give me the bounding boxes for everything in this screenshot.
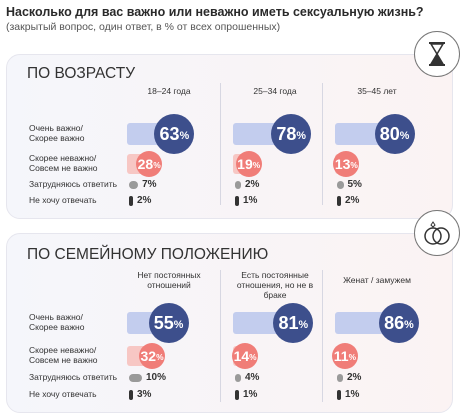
row-label-hard-to-say: Затрудняюсь ответить (29, 372, 118, 382)
value-important-percent-sign: % (399, 129, 410, 142)
column-header: 35–45 лет (357, 86, 397, 96)
value-not-important: 11% (331, 343, 358, 369)
value-hard-to-say: 4% (245, 372, 260, 383)
column-separator (322, 83, 323, 205)
bar-hard-to-say (235, 181, 241, 189)
value-not-important-value: 13 (334, 156, 351, 172)
value-not-important-value: 32 (140, 348, 157, 364)
row-label-no-answer: Не хочу отвечать (29, 195, 97, 205)
row-label-no-answer: Не хочу отвечать (29, 389, 97, 399)
value-not-important-percent-sign: % (350, 160, 358, 171)
row-label-not-important-2: Совсем не важно (29, 355, 98, 365)
row-label-not-important: Скорее неважно/ (29, 345, 97, 355)
bar-no-answer (337, 390, 341, 400)
value-not-important: 19% (235, 151, 262, 177)
value-important-percent-sign: % (298, 318, 309, 331)
row-label-important: Очень важно/ (29, 312, 83, 322)
value-no-answer: 1% (243, 389, 258, 400)
value-not-important: 28% (136, 151, 163, 177)
value-important: 81% (273, 303, 314, 343)
chart-subtitle: (закрытый вопрос, один ответ, в % от все… (6, 21, 281, 33)
value-not-important-value: 28 (137, 156, 154, 172)
column-header: 18–24 года (147, 86, 191, 96)
column-header: Нет постоянных (137, 270, 201, 280)
value-hard-to-say: 10% (146, 372, 167, 383)
panel-title-family: ПО СЕМЕЙНОМУ ПОЛОЖЕНИЮ (27, 246, 269, 263)
value-hard-to-say: 5% (347, 179, 362, 190)
value-important: 80% (374, 114, 415, 154)
value-important: 78% (271, 114, 312, 154)
bar-no-answer (129, 390, 133, 400)
value-not-important-value: 14 (233, 348, 250, 364)
value-important-percent-sign: % (296, 129, 306, 142)
row-label-not-important: Скорее неважно/ (29, 153, 97, 163)
value-no-answer: 3% (137, 389, 152, 400)
value-not-important-percent-sign: % (156, 352, 164, 363)
value-important-value: 86 (384, 312, 405, 333)
hourglass-icon (429, 42, 445, 66)
bar-no-answer (235, 196, 239, 206)
age-panel: ПО ВОЗРАСТУ Очень важно/Скорее важно Скор… (6, 54, 453, 219)
value-no-answer: 1% (345, 389, 360, 400)
family-panel: ПО СЕМЕЙНОМУ ПОЛОЖЕНИЮ Очень важно/Скоре… (6, 233, 453, 413)
value-important-value: 78 (276, 123, 297, 144)
bar-hard-to-say (235, 374, 241, 382)
panel-title-age: ПО ВОЗРАСТУ (27, 65, 136, 82)
row-label-not-important-2: Совсем не важно (29, 163, 98, 173)
value-important: 55% (148, 303, 189, 343)
bar-no-answer (129, 196, 133, 206)
value-not-important: 14% (232, 343, 259, 369)
value-no-answer: 2% (345, 195, 360, 206)
value-important-percent-sign: % (179, 129, 190, 142)
bar-hard-to-say (337, 374, 343, 382)
column-separator (322, 270, 323, 402)
value-hard-to-say: 2% (347, 372, 362, 383)
row-label-important: Очень важно/ (29, 123, 83, 133)
hourglass-icon-circle (414, 31, 460, 77)
value-not-important: 13% (333, 151, 360, 177)
column-separator (220, 270, 221, 402)
column-separator (220, 83, 221, 205)
value-not-important-percent-sign: % (153, 160, 161, 171)
rings-icon-circle (414, 210, 460, 256)
column-header: 25–34 года (253, 86, 297, 96)
row-label-important-2: Скорее важно (29, 133, 85, 143)
value-important: 63% (154, 114, 195, 154)
value-not-important-percent-sign: % (252, 160, 261, 171)
value-important-value: 55 (153, 312, 174, 333)
value-not-important: 32% (139, 343, 166, 369)
value-no-answer: 2% (137, 195, 152, 206)
value-hard-to-say: 7% (142, 179, 157, 190)
wedding-rings-icon (424, 221, 450, 245)
value-important: 86% (378, 303, 419, 343)
bar-hard-to-say (129, 374, 142, 382)
chart-title: Насколько для вас важно или неважно имет… (6, 5, 424, 19)
value-no-answer: 1% (243, 195, 258, 206)
value-important-percent-sign: % (404, 318, 414, 331)
bar-hard-to-say (129, 181, 139, 189)
bar-hard-to-say (337, 181, 344, 189)
column-header-line2: отношения, но не в браке (236, 280, 314, 300)
value-not-important-value: 19 (237, 156, 253, 172)
value-not-important-percent-sign: % (348, 352, 357, 363)
column-header: Женат / замужем (343, 275, 411, 285)
value-not-important-value: 11 (333, 348, 349, 364)
bar-no-answer (235, 390, 239, 400)
bar-no-answer (337, 196, 341, 206)
row-label-hard-to-say: Затрудняюсь ответить (29, 179, 118, 189)
value-not-important-percent-sign: % (249, 352, 257, 363)
value-important-percent-sign: % (173, 318, 184, 331)
value-hard-to-say: 2% (245, 179, 260, 190)
row-label-important-2: Скорее важно (29, 322, 85, 332)
value-important-value: 63 (159, 123, 180, 144)
column-header-line2: отношений (147, 280, 191, 290)
value-important-value: 80 (379, 123, 400, 144)
column-header: Есть постоянные (241, 270, 309, 280)
value-important-value: 81 (278, 312, 299, 333)
